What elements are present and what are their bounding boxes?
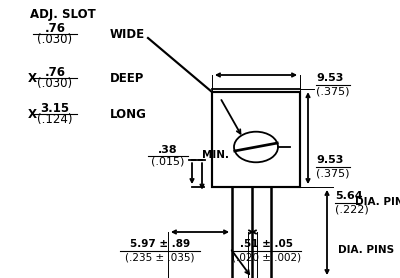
Text: LONG: LONG: [110, 108, 147, 120]
Text: MIN.: MIN.: [202, 150, 229, 160]
Text: 3.15: 3.15: [40, 101, 70, 115]
Text: DIA. PINS: DIA. PINS: [338, 245, 394, 255]
Text: (.030): (.030): [38, 78, 72, 91]
Text: (.030): (.030): [38, 34, 72, 46]
Text: (.020 ± .002): (.020 ± .002): [232, 252, 302, 262]
Text: X: X: [28, 108, 37, 120]
Text: (.222): (.222): [335, 204, 369, 214]
Bar: [212, 92, 300, 187]
Text: 9.53: 9.53: [316, 155, 343, 165]
Text: .51 ± .05: .51 ± .05: [240, 239, 294, 249]
Text: 9.53: 9.53: [316, 73, 343, 83]
Text: (.375): (.375): [316, 86, 350, 96]
Text: X: X: [28, 71, 37, 85]
Text: .76: .76: [44, 21, 66, 34]
Text: .38: .38: [158, 145, 178, 155]
Text: .76: .76: [44, 66, 66, 78]
Text: DEEP: DEEP: [110, 71, 144, 85]
Text: WIDE: WIDE: [110, 28, 145, 41]
Circle shape: [234, 132, 278, 162]
Text: DIA. PINS: DIA. PINS: [355, 197, 400, 207]
Text: ADJ. SLOT: ADJ. SLOT: [30, 8, 96, 21]
Text: 5.64: 5.64: [335, 191, 363, 201]
Text: (.015): (.015): [151, 157, 185, 167]
Text: (.235 ± .035): (.235 ± .035): [125, 252, 195, 262]
Text: (.124): (.124): [37, 113, 73, 126]
Text: (.375): (.375): [316, 168, 350, 178]
Text: 5.97 ± .89: 5.97 ± .89: [130, 239, 190, 249]
